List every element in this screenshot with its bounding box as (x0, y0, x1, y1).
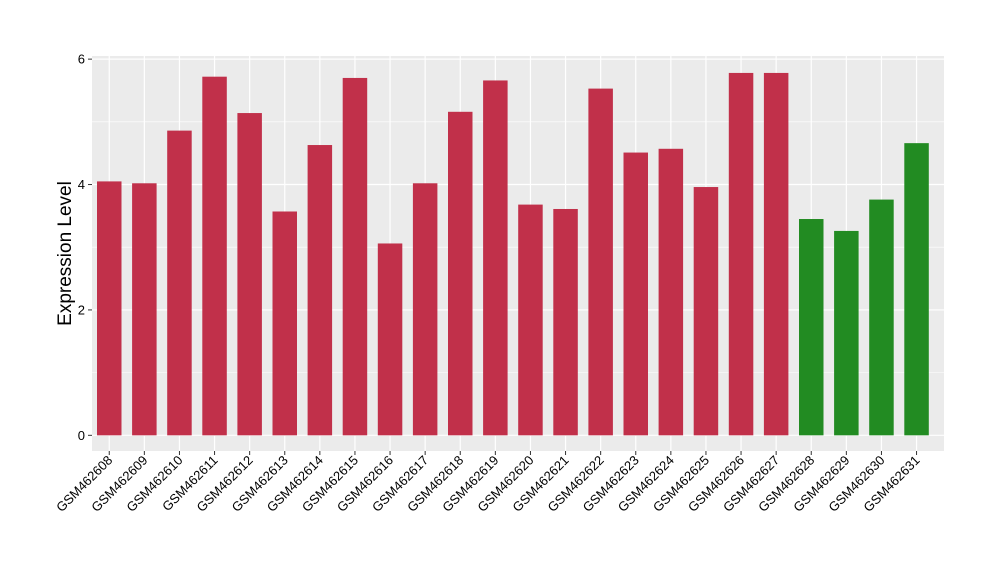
bar-GSM462625 (693, 187, 719, 436)
bar-GSM462631 (904, 143, 929, 436)
bar-GSM462624 (658, 148, 684, 436)
bar-GSM462626 (728, 72, 754, 436)
bar-GSM462616 (377, 243, 403, 436)
bars (97, 72, 929, 436)
bar-GSM462623 (623, 152, 648, 436)
bar-GSM462619 (483, 80, 508, 436)
y-tick-label: 2 (78, 302, 85, 317)
y-axis: 0 2 4 6 (78, 52, 92, 443)
y-tick-label: 4 (78, 177, 85, 192)
y-tick-label: 6 (78, 52, 85, 67)
bar-GSM462613 (272, 211, 297, 436)
bar-GSM462622 (588, 88, 613, 436)
y-tick-label: 0 (78, 428, 85, 443)
bar-GSM462615 (342, 77, 368, 436)
bar-GSM462617 (412, 183, 438, 436)
bar-GSM462608 (97, 181, 122, 436)
bar-GSM462609 (132, 183, 157, 436)
bar-GSM462620 (518, 204, 543, 436)
bar-GSM462621 (553, 208, 578, 436)
bar-GSM462612 (237, 113, 262, 436)
y-axis-title: Expression Level (55, 181, 76, 326)
x-axis: GSM462608GSM462609GSM462610GSM462611GSM4… (53, 451, 923, 515)
bar-GSM462614 (307, 145, 333, 436)
bar-GSM462618 (448, 111, 473, 436)
bar-GSM462630 (869, 199, 894, 436)
bar-GSM462627 (763, 72, 789, 436)
bar-GSM462610 (167, 130, 192, 436)
bar-GSM462628 (799, 219, 824, 436)
bar-GSM462629 (834, 230, 859, 436)
bar-GSM462611 (202, 76, 227, 436)
